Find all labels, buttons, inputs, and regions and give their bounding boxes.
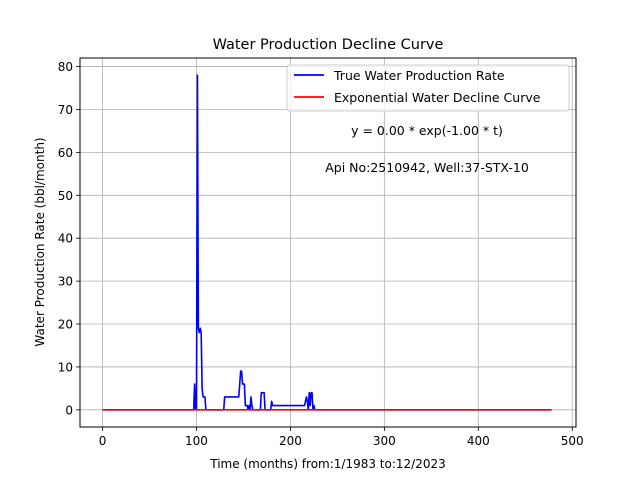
y-tick-label: 80 [58, 60, 73, 74]
legend-label-exponential: Exponential Water Decline Curve [334, 90, 541, 105]
x-tick-label: 200 [279, 434, 302, 448]
y-axis-label: Water Production Rate (bbl/month) [33, 137, 47, 346]
y-tick-label: 20 [58, 318, 73, 332]
y-tick-label: 70 [58, 103, 73, 117]
y-tick-label: 50 [58, 189, 73, 203]
x-tick-label: 400 [467, 434, 490, 448]
y-axis: 0 10 20 30 40 50 60 70 80 [58, 60, 80, 417]
x-axis: 0 100 200 300 400 500 [99, 427, 584, 448]
x-axis-label: Time (months) from:1/1983 to:12/2023 [209, 457, 446, 471]
series-line-true-rate [102, 74, 552, 411]
x-tick-label: 0 [99, 434, 107, 448]
y-tick-label: 30 [58, 275, 73, 289]
legend: True Water Production Rate Exponential W… [286, 64, 570, 112]
chart-title: Water Production Decline Curve [213, 37, 444, 53]
legend-label-true-rate: True Water Production Rate [333, 68, 505, 83]
equation-annotation: y = 0.00 * exp(-1.00 * t) [351, 123, 503, 138]
x-tick-label: 100 [185, 434, 208, 448]
y-tick-label: 60 [58, 146, 73, 160]
y-tick-label: 10 [58, 360, 73, 374]
series-layer [102, 74, 552, 411]
well-annotation: Api No:2510942, Well:37-STX-10 [325, 160, 529, 175]
plot-frame [79, 57, 577, 428]
legend-box [286, 64, 570, 112]
x-tick-label: 500 [561, 434, 584, 448]
y-tick-label: 0 [65, 403, 73, 417]
y-tick-label: 40 [58, 232, 73, 246]
x-tick-label: 300 [373, 434, 396, 448]
